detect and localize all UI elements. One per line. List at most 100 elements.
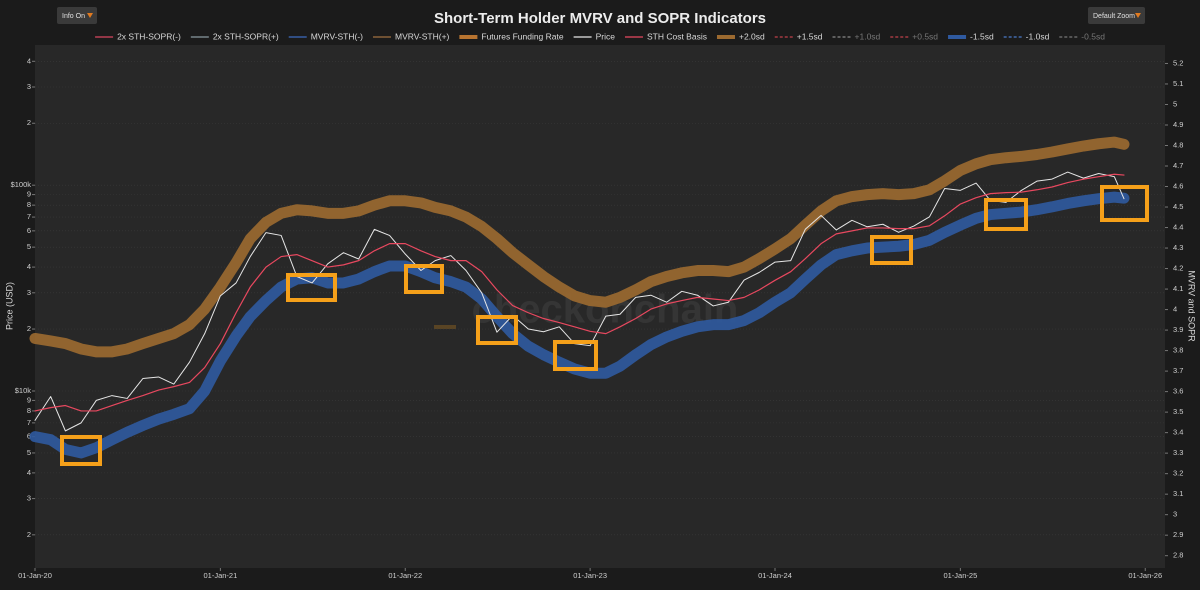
y-tick-label: 6 [27, 432, 31, 441]
legend-item[interactable]: 2x STH-SOPR(+) [190, 31, 279, 41]
y-tick-label: 2 [27, 324, 31, 333]
info-button[interactable]: Info On [57, 7, 97, 24]
x-tick-label: 01-Jan-21 [203, 571, 237, 580]
y-tick-label: 3 [27, 82, 31, 91]
y2-tick-label: 5 [1173, 99, 1177, 108]
y2-tick-label: 4.9 [1173, 120, 1183, 129]
band-line [29, 191, 1130, 459]
y2-tick-label: 3.2 [1173, 469, 1183, 478]
legend-label: +1.5sd [797, 31, 823, 41]
legend-item[interactable]: Price [573, 31, 616, 41]
y2-tick-label: 3.9 [1173, 325, 1183, 334]
y-tick-label: 3 [27, 288, 31, 297]
y2-tick-label: 3.6 [1173, 387, 1183, 396]
legend-label: Futures Funding Rate [481, 31, 563, 41]
y-tick-label: 8 [27, 200, 31, 209]
highlight-box [1100, 185, 1149, 222]
legend-item[interactable]: -0.5sd [1059, 31, 1105, 41]
legend-item[interactable]: STH Cost Basis [624, 31, 707, 41]
y2-tick-label: 3 [1173, 510, 1177, 519]
y-axis-label: Price (USD) [4, 282, 14, 330]
zoom-button[interactable]: Default Zoom [1088, 7, 1145, 24]
legend-item[interactable]: -1.5sd [948, 31, 994, 41]
y2-tick-label: 3.4 [1173, 428, 1183, 437]
y-tick-label: 2 [27, 530, 31, 539]
y2-tick-label: 4.4 [1173, 223, 1183, 232]
y2-tick-label: 5.1 [1173, 79, 1183, 88]
chart-title: Short-Term Holder MVRV and SOPR Indicato… [434, 10, 766, 27]
y-tick-label: 4 [27, 468, 31, 477]
series-line [34, 173, 1125, 412]
legend-label: -0.5sd [1081, 31, 1105, 41]
legend-label: +0.5sd [912, 31, 938, 41]
y2-tick-label: 3.8 [1173, 346, 1183, 355]
legend-item[interactable]: -1.0sd [1003, 31, 1050, 41]
highlight-box [476, 315, 518, 345]
x-tick-label: 01-Jan-25 [943, 571, 977, 580]
legend-label: +1.0sd [855, 31, 881, 41]
y-tick-label: 6 [27, 226, 31, 235]
legend-label: 2x STH-SOPR(-) [117, 31, 181, 41]
highlight-box [553, 340, 598, 371]
x-tick-label: 01-Jan-22 [388, 571, 422, 580]
y-tick-label: 5 [27, 242, 31, 251]
dropdown-arrow[interactable] [87, 13, 93, 18]
x-tick-label: 01-Jan-26 [1128, 571, 1162, 580]
legend-item[interactable]: +0.5sd [890, 31, 938, 41]
y-tick-label: 7 [27, 418, 31, 427]
legend-label: STH Cost Basis [647, 31, 707, 41]
y2-tick-label: 3.1 [1173, 489, 1183, 498]
legend-item[interactable]: 2x STH-SOPR(-) [95, 31, 181, 41]
y2-tick-label: 4 [1173, 305, 1177, 314]
legend-item[interactable]: +1.5sd [774, 31, 823, 41]
legend-item[interactable]: MVRV-STH(-) [288, 31, 363, 41]
y2-tick-label: 4.7 [1173, 161, 1183, 170]
highlight-box [870, 235, 913, 265]
y2-tick-label: 5.2 [1173, 58, 1183, 67]
grid: 432$100k98765432$10k987654322.82.933.13.… [11, 56, 1184, 580]
y2-axis-label: MVRV and SOPR [1187, 270, 1197, 342]
highlight-box [286, 273, 337, 302]
y-tick-label: 4 [27, 56, 31, 65]
y-tick-label: 2 [27, 118, 31, 127]
info-button-label[interactable]: Info On [62, 13, 85, 20]
dropdown-arrow[interactable] [1135, 13, 1141, 18]
legend-label: -1.5sd [970, 31, 994, 41]
highlight-box [404, 264, 444, 294]
watermark-logo [434, 325, 456, 329]
y2-tick-label: 4.3 [1173, 243, 1183, 252]
y-tick-label: 3 [27, 494, 31, 503]
y2-tick-label: 2.8 [1173, 551, 1183, 560]
y-tick-label: 5 [27, 448, 31, 457]
highlight-boxes [60, 185, 1149, 466]
y2-tick-label: 3.7 [1173, 366, 1183, 375]
y2-tick-label: 3.3 [1173, 448, 1183, 457]
legend-label: +2.0sd [739, 31, 765, 41]
legend-label: 2x STH-SOPR(+) [213, 31, 279, 41]
legend-item[interactable]: +2.0sd [716, 31, 765, 41]
y-tick-label: 4 [27, 262, 31, 271]
y-tick-label: $10k [15, 386, 32, 395]
y2-tick-label: 2.9 [1173, 530, 1183, 539]
y2-tick-label: 4.1 [1173, 284, 1183, 293]
legend: 2x STH-SOPR(-) 2x STH-SOPR(+) MVRV-STH(-) M… [95, 31, 1105, 41]
y-tick-label: 9 [27, 395, 31, 404]
legend-label: -1.0sd [1026, 31, 1050, 41]
y2-tick-label: 4.5 [1173, 202, 1183, 211]
band-line [29, 136, 1130, 358]
legend-item[interactable]: MVRV-STH(+) [372, 31, 450, 41]
legend-item[interactable]: Futures Funding Rate [459, 31, 564, 41]
series-line [34, 171, 1125, 432]
highlight-box [984, 198, 1028, 231]
info-button-bg[interactable] [57, 7, 97, 24]
legend-label: MVRV-STH(-) [311, 31, 363, 41]
zoom-button-bg[interactable] [1088, 7, 1145, 24]
x-tick-label: 01-Jan-24 [758, 571, 792, 580]
legend-label: Price [596, 31, 616, 41]
legend-item[interactable]: +1.0sd [832, 31, 881, 41]
zoom-button-label[interactable]: Default Zoom [1093, 13, 1135, 20]
y-tick-label: 9 [27, 190, 31, 199]
x-tick-label: 01-Jan-20 [18, 571, 52, 580]
